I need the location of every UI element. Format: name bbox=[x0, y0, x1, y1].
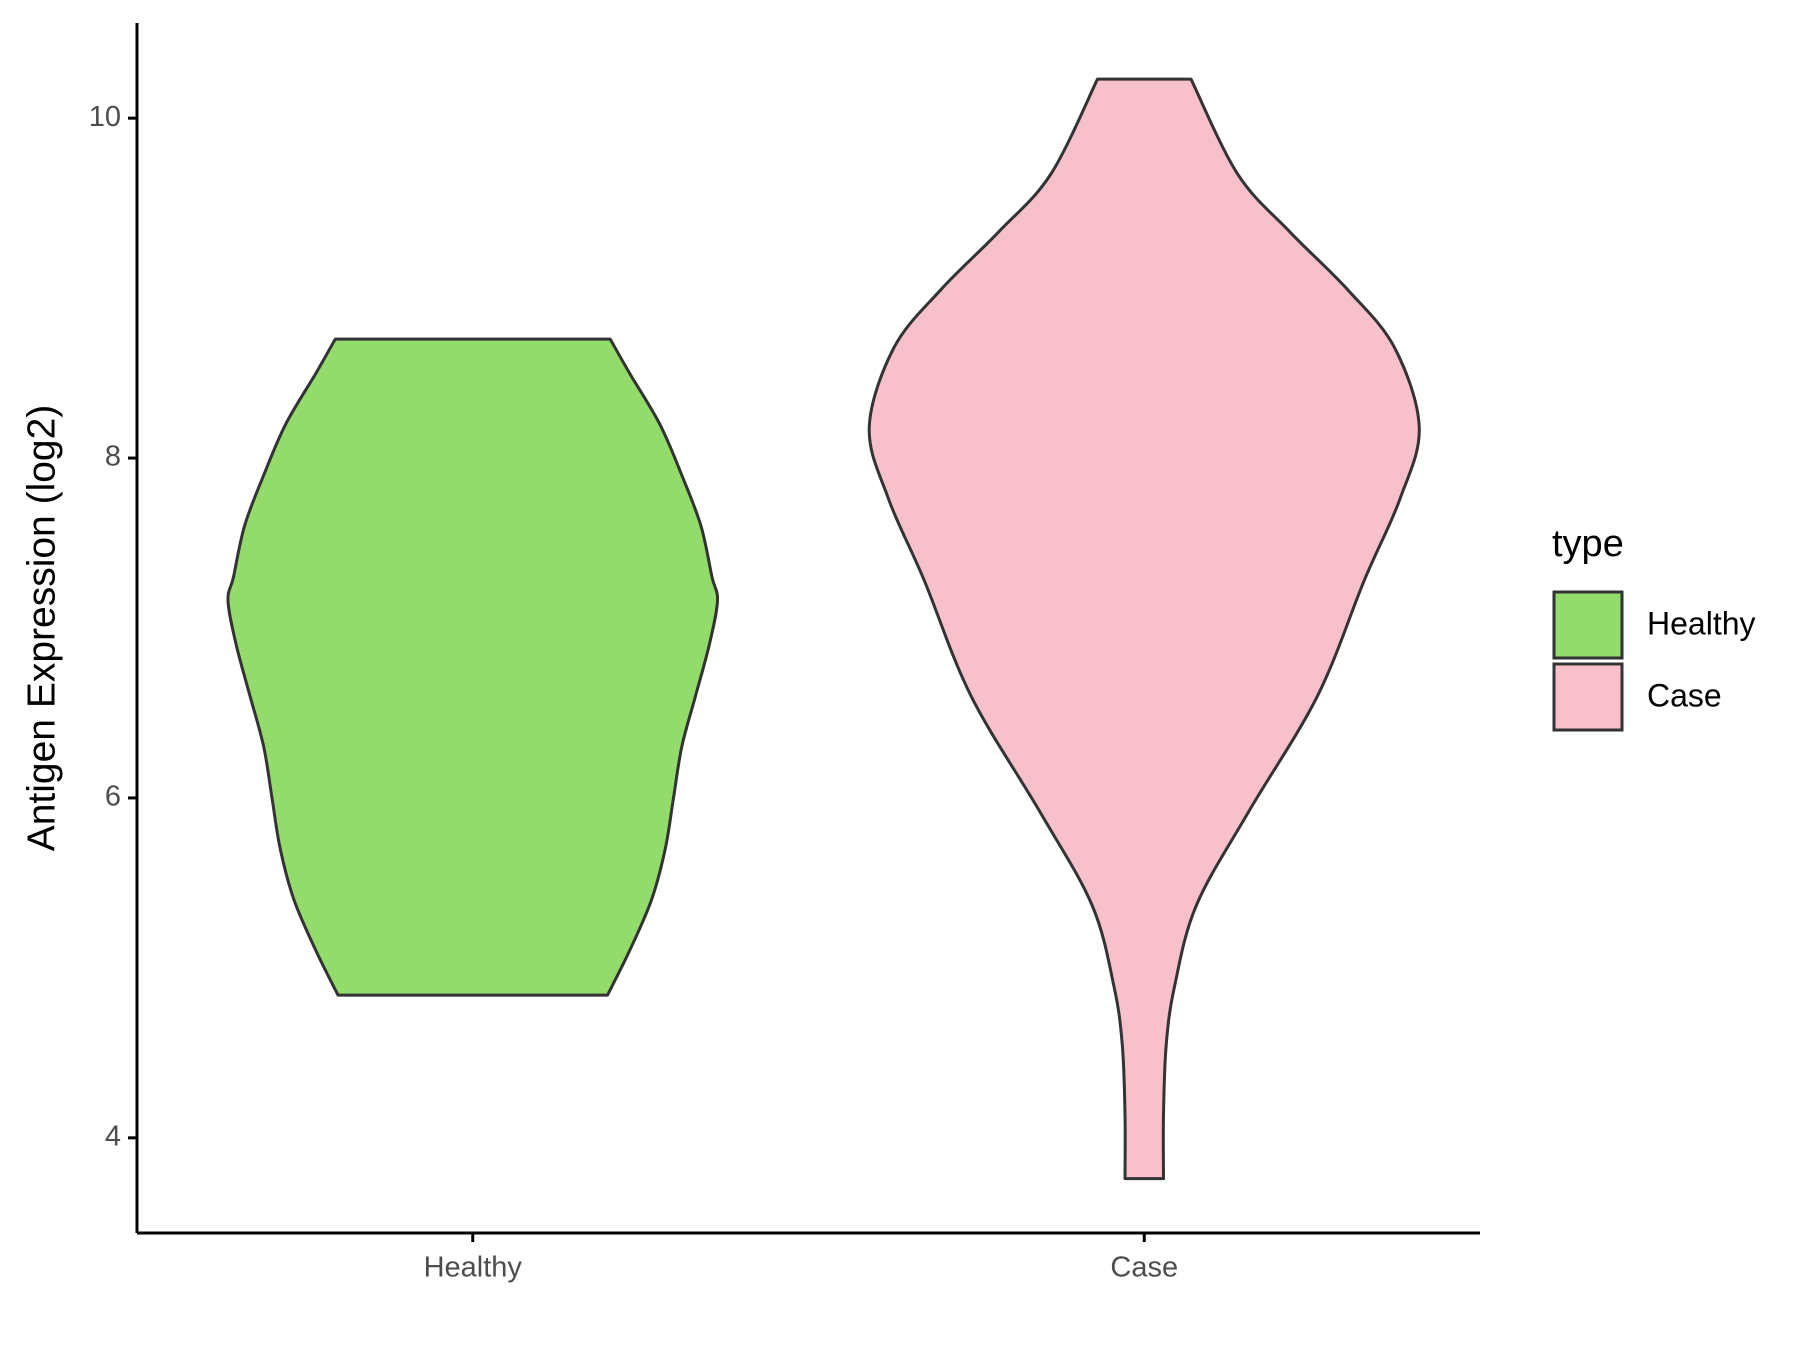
y-tick-label: 10 bbox=[89, 101, 121, 133]
y-tick-label: 4 bbox=[105, 1120, 121, 1152]
legend-key bbox=[1552, 662, 1624, 732]
violin bbox=[867, 77, 1421, 1181]
x-tick-label: Case bbox=[1110, 1252, 1178, 1284]
violin bbox=[226, 337, 720, 997]
legend-label: Case bbox=[1647, 677, 1722, 713]
y-tick-label: 6 bbox=[105, 781, 121, 813]
x-tick-label: Healthy bbox=[424, 1252, 523, 1284]
y-axis-title: Antigen Expression (log2) bbox=[20, 405, 63, 852]
y-tick-label: 8 bbox=[105, 441, 121, 473]
legend-label: Healthy bbox=[1647, 605, 1756, 641]
legend-key bbox=[1552, 590, 1624, 660]
legend-title: type bbox=[1552, 523, 1624, 565]
